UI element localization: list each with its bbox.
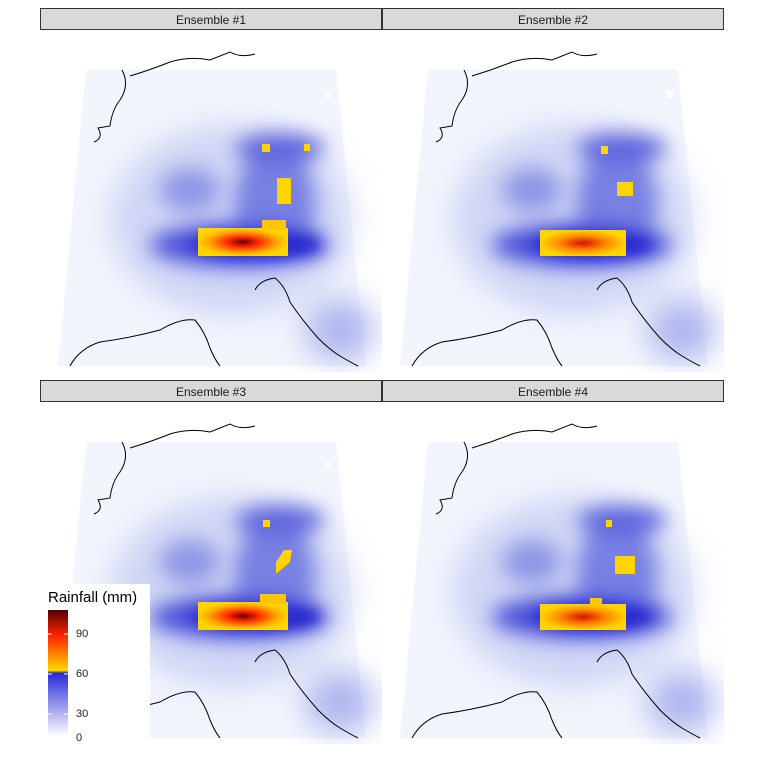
rainfall-map bbox=[400, 51, 717, 367]
legend-colorbar bbox=[48, 610, 68, 736]
legend-tick-90: 90 bbox=[76, 628, 89, 640]
panel-title: Ensemble #1 bbox=[40, 8, 382, 30]
legend-tick-0: 0 bbox=[76, 732, 83, 744]
rainfall-map bbox=[400, 423, 717, 739]
panel-title: Ensemble #2 bbox=[382, 8, 724, 30]
panel-ensemble-1: Ensemble #1 bbox=[40, 8, 382, 372]
rain-core bbox=[198, 228, 288, 256]
rainfall-legend: Rainfall (mm) 90 60 30 0 bbox=[40, 584, 150, 746]
coastline-north bbox=[93, 51, 256, 143]
legend-title: Rainfall (mm) bbox=[48, 589, 138, 606]
panel-ensemble-2: Ensemble #2 bbox=[382, 8, 724, 372]
rainfall-map bbox=[58, 51, 375, 367]
panel-title: Ensemble #3 bbox=[40, 380, 382, 402]
coastline-south bbox=[69, 277, 359, 367]
legend-tick-30: 30 bbox=[76, 708, 89, 720]
legend-tick-60: 60 bbox=[76, 668, 89, 680]
panel-ensemble-4: Ensemble #4 bbox=[382, 380, 724, 744]
panel-title: Ensemble #4 bbox=[382, 380, 724, 402]
